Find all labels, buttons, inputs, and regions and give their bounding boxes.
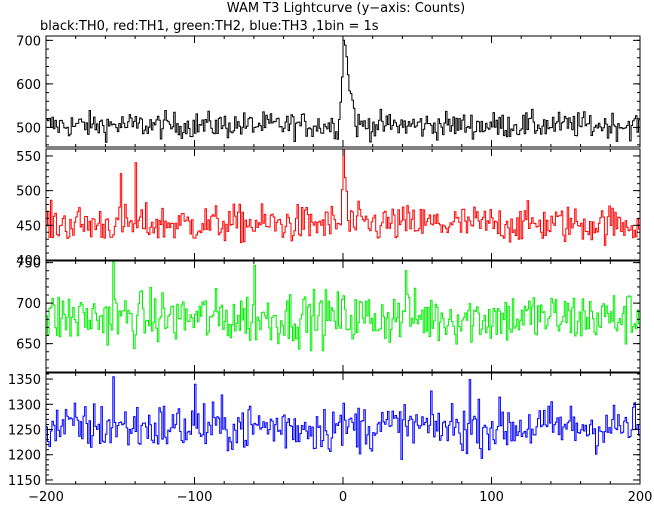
x-tick-label-0: 0	[339, 490, 347, 505]
y-tick-label-TH3-1200: 1200	[8, 449, 41, 464]
x-tick-label-100: 100	[479, 490, 504, 505]
y-tick-label-TH1-450: 450	[16, 219, 41, 234]
y-tick-label-TH2-650: 650	[16, 338, 41, 353]
series-line-TH3	[46, 376, 640, 460]
panel-TH2: 650 700 750	[16, 257, 641, 373]
series-line-TH1	[46, 149, 640, 246]
y-tick-label-TH3-1350: 1350	[8, 373, 41, 388]
y-tick-label-TH1-500: 500	[16, 185, 41, 200]
x-tick-label--100: −100	[177, 490, 213, 505]
y-tick-label-TH0-600: 600	[16, 78, 41, 93]
y-tick-label-TH0-700: 700	[16, 34, 41, 49]
x-tick-label--200: −200	[28, 490, 64, 505]
y-tick-label-TH2-700: 700	[16, 297, 41, 312]
x-tick-label-200: 200	[628, 490, 653, 505]
series-line-TH0	[46, 39, 640, 143]
chart-subtitle: black:TH0, red:TH1, green:TH2, blue:TH3 …	[40, 19, 379, 34]
panel-TH1: 400 450 500 550	[16, 148, 641, 269]
y-tick-label-TH3-1300: 1300	[8, 398, 41, 413]
panel-TH3: 1150 1200 1250 1300 1350	[8, 372, 641, 489]
y-tick-label-TH2-750: 750	[16, 257, 41, 272]
chart-title: WAM T3 Lightcurve (y−axis: Counts)	[227, 1, 465, 16]
y-tick-label-TH3-1250: 1250	[8, 424, 41, 439]
y-tick-label-TH1-550: 550	[16, 150, 41, 165]
y-tick-label-TH3-1150: 1150	[8, 474, 41, 489]
series-line-TH2	[46, 261, 640, 352]
panel-TH0: 500 600 700	[16, 34, 641, 148]
y-tick-label-TH0-500: 500	[16, 121, 41, 136]
y-tick-label-TH1-400: 400	[16, 254, 41, 269]
panels-group: 500 600 700 400 450 500 550 650 700 750 1150 1200 12…	[8, 34, 641, 489]
x-axis: −200 −100 0 100 200	[28, 490, 652, 505]
